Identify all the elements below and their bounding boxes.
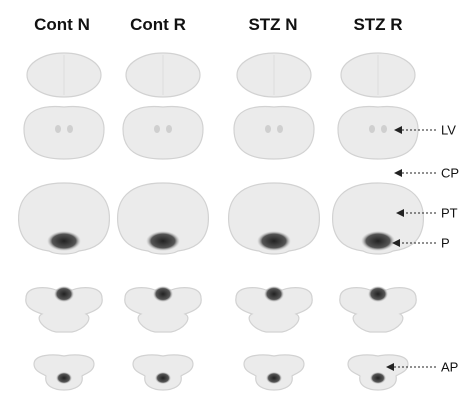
brain-section <box>25 285 103 333</box>
region-label: AP <box>441 359 458 374</box>
column-header: Cont R <box>130 15 186 34</box>
brain-section <box>243 354 305 391</box>
brain-sections <box>17 52 425 391</box>
brain-section <box>23 105 105 160</box>
column-header: STZ N <box>248 15 297 34</box>
brain-section <box>340 52 416 98</box>
arrowhead <box>386 363 394 371</box>
region-label: PT <box>441 205 458 220</box>
arrowhead <box>394 169 402 177</box>
arrowhead <box>394 126 402 134</box>
brain-section <box>26 52 102 98</box>
brain-section <box>331 182 425 255</box>
brain-section <box>125 52 201 98</box>
brain-section <box>235 285 313 333</box>
arrowhead <box>396 209 404 217</box>
brain-section <box>337 105 419 160</box>
brain-section <box>17 182 111 255</box>
brain-section <box>233 105 315 160</box>
brain-section <box>339 285 417 333</box>
arrowhead <box>392 239 400 247</box>
brain-section <box>227 182 321 255</box>
brain-section <box>347 354 409 391</box>
brain-section <box>116 182 210 255</box>
brain-section <box>33 354 95 391</box>
brain-section <box>124 285 202 333</box>
brain-section <box>122 105 204 160</box>
region-label: LV <box>441 122 456 137</box>
brain-section <box>236 52 312 98</box>
brain-section <box>132 354 194 391</box>
column-header: STZ R <box>353 15 402 34</box>
column-header: Cont N <box>34 15 90 34</box>
region-label: P <box>441 235 450 250</box>
region-label: CP <box>441 165 459 180</box>
